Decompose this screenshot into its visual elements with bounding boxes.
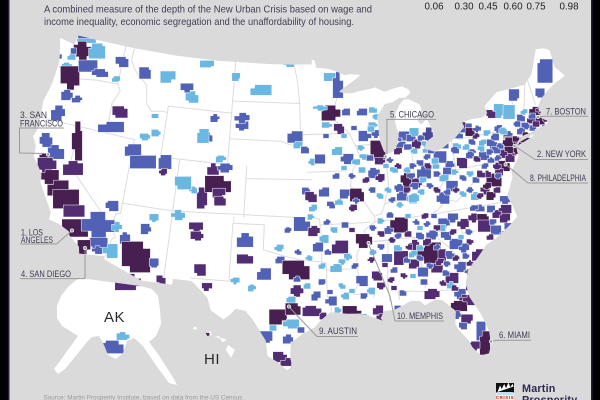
- svg-text:HI: HI: [204, 351, 220, 368]
- svg-text:Prosperity: Prosperity: [522, 395, 577, 400]
- svg-text:FRANCISCO: FRANCISCO: [20, 119, 63, 129]
- svg-text:5. CHICAGO: 5. CHICAGO: [390, 110, 434, 120]
- svg-text:3. SAN: 3. SAN: [20, 110, 47, 120]
- svg-text:AK: AK: [104, 309, 125, 326]
- svg-text:income inequality, economic se: income inequality, economic segregation …: [44, 16, 354, 28]
- svg-text:0.45: 0.45: [478, 2, 498, 13]
- svg-text:6. MIAMI: 6. MIAMI: [499, 330, 530, 340]
- svg-text:0.75: 0.75: [526, 2, 546, 13]
- svg-text:Source: Martin Prosperity Inst: Source: Martin Prosperity Institute, bas…: [44, 395, 244, 400]
- svg-text:Martin: Martin: [522, 383, 556, 395]
- svg-text:0.98: 0.98: [559, 2, 579, 13]
- svg-text:10. MEMPHIS: 10. MEMPHIS: [397, 311, 443, 321]
- svg-text:0.06: 0.06: [424, 2, 444, 13]
- svg-text:2. NEW YORK: 2. NEW YORK: [537, 149, 586, 159]
- svg-text:ANGELES: ANGELES: [21, 235, 53, 245]
- svg-text:8. PHILADELPHIA: 8. PHILADELPHIA: [530, 173, 586, 183]
- svg-text:9. AUSTIN: 9. AUSTIN: [319, 326, 357, 336]
- svg-text:0.30: 0.30: [454, 2, 474, 13]
- svg-text:A combined measure of the dept: A combined measure of the depth of the N…: [44, 4, 372, 16]
- svg-text:1. LOS: 1. LOS: [21, 228, 43, 238]
- svg-text:4. SAN DIEGO: 4. SAN DIEGO: [21, 269, 71, 279]
- svg-text:7. BOSTON: 7. BOSTON: [546, 107, 586, 117]
- svg-text:0.60: 0.60: [503, 2, 523, 13]
- svg-text:CRISIS: CRISIS: [496, 395, 514, 400]
